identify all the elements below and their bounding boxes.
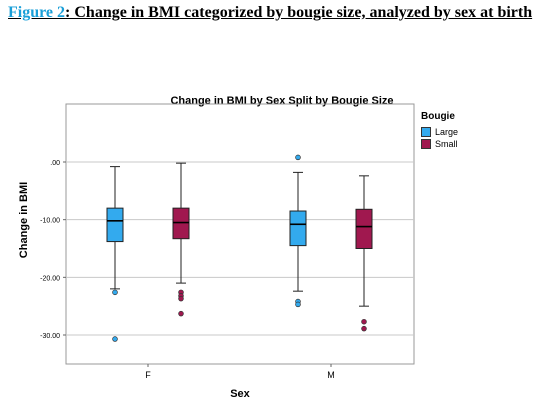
- outlier-point: [361, 325, 367, 332]
- legend-label-small: Small: [435, 139, 458, 149]
- box-large-f: [106, 207, 124, 243]
- legend-swatch-large: [421, 127, 431, 137]
- legend-item-small: Small: [421, 138, 458, 150]
- outlier-point: [295, 154, 301, 161]
- y-tick-label: -30.00: [40, 333, 60, 340]
- figure-caption: Figure 2: Change in BMI categorized by b…: [8, 4, 532, 22]
- box-small-f: [172, 207, 190, 240]
- y-tick-label: .00: [50, 160, 60, 167]
- outlier-point: [112, 336, 118, 342]
- x-tick-label: F: [145, 370, 151, 380]
- box-large-m: [289, 210, 307, 247]
- x-axis-label: Sex: [230, 388, 250, 400]
- x-tick-label: M: [327, 370, 335, 380]
- legend-swatch-small: [421, 139, 431, 149]
- figure-link[interactable]: Figure 2: [8, 4, 66, 21]
- outlier-point: [178, 310, 184, 317]
- outlier-point: [361, 318, 367, 325]
- outlier-point: [178, 295, 184, 302]
- outlier-point: [112, 289, 118, 296]
- y-tick-label: -20.00: [40, 275, 60, 282]
- legend-label-large: Large: [435, 127, 459, 137]
- legend-title: Bougie: [421, 111, 455, 122]
- figure-caption-text: : Change in BMI categorized by bougie si…: [65, 4, 533, 21]
- box-small-m: [355, 208, 373, 249]
- plot-area: [65, 103, 415, 365]
- legend: Bougie Large Small: [421, 111, 458, 150]
- outlier-point: [295, 301, 301, 308]
- y-tick-label: -10.00: [40, 218, 60, 225]
- legend-item-large: Large: [421, 126, 458, 138]
